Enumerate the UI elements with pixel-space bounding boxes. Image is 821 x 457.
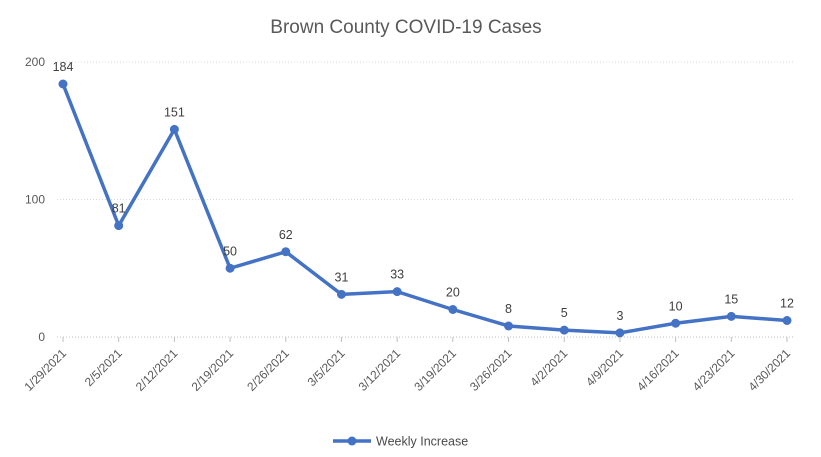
legend-label: Weekly Increase: [376, 435, 468, 449]
x-tick-label: 4/9/2021: [583, 346, 626, 389]
x-tick-label: 1/29/2021: [21, 346, 69, 394]
data-point: [114, 221, 124, 231]
x-tick-label: 2/19/2021: [189, 346, 237, 394]
data-point: [58, 79, 68, 89]
data-label: 12: [780, 297, 794, 311]
x-tick-label: 3/5/2021: [305, 346, 348, 389]
data-label: 50: [223, 244, 237, 258]
x-tick-label: 4/16/2021: [634, 346, 682, 394]
x-tick-label: 4/23/2021: [690, 346, 738, 394]
chart-title: Brown County COVID-19 Cases: [270, 17, 541, 38]
data-point: [448, 305, 458, 314]
series-line: [61, 82, 789, 335]
x-tick-label: 2/5/2021: [82, 346, 125, 389]
x-tick-label: 3/12/2021: [356, 346, 404, 394]
legend: Weekly Increase: [333, 435, 468, 449]
x-tick-label: 2/12/2021: [133, 346, 181, 394]
x-tick-label: 3/19/2021: [411, 346, 459, 394]
y-tick-label: 0: [38, 330, 45, 344]
data-point: [336, 289, 346, 299]
x-axis: [57, 336, 793, 342]
data-point: [281, 247, 291, 257]
data-label: 62: [279, 228, 293, 242]
data-point: [726, 311, 736, 321]
data-label: 151: [164, 105, 185, 119]
data-label: 15: [724, 292, 738, 306]
data-label: 184: [53, 60, 74, 74]
legend-marker-swatch: [347, 436, 357, 446]
x-axis-labels: 1/29/2021 2/5/2021 2/12/2021 2/19/2021 2/26/…: [21, 346, 793, 394]
y-axis-labels: 0 100 200: [25, 55, 45, 344]
data-label: 8: [505, 302, 512, 316]
data-labels: 184 81 151 50 62 31 33 20 8 5 3 10 15 12: [53, 60, 794, 323]
data-label: 5: [561, 306, 568, 320]
data-label: 33: [390, 268, 404, 282]
x-tick-label: 4/2/2021: [527, 346, 570, 389]
data-point: [504, 321, 514, 331]
x-tick-label: 3/26/2021: [467, 346, 515, 394]
x-tick-label: 4/30/2021: [745, 346, 793, 394]
x-tick-label: 2/26/2021: [244, 346, 292, 394]
data-label: 31: [335, 270, 349, 284]
data-label: 3: [616, 309, 623, 323]
data-point: [615, 328, 625, 338]
data-label: 81: [112, 202, 126, 216]
series-weekly-increase: [58, 79, 792, 338]
data-label: 20: [446, 286, 460, 300]
data-point: [225, 263, 235, 273]
data-point: [559, 325, 569, 335]
data-point: [392, 287, 402, 297]
data-point: [169, 124, 179, 134]
y-tick-label: 100: [25, 193, 45, 207]
y-tick-label: 200: [25, 55, 45, 69]
data-label: 10: [669, 299, 683, 313]
gridlines: [57, 61, 793, 200]
data-point: [671, 318, 681, 328]
data-point: [782, 316, 792, 325]
